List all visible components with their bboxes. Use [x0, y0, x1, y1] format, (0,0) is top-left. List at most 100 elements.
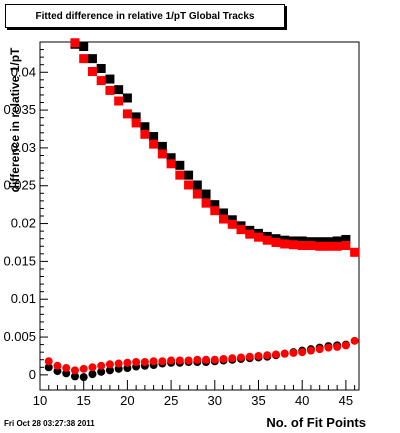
data-point: [263, 351, 272, 360]
data-point: [184, 180, 194, 190]
data-point: [289, 348, 298, 357]
data-point: [201, 198, 211, 208]
data-point: [298, 348, 307, 357]
data-point: [245, 229, 255, 239]
data-point: [167, 356, 176, 365]
data-point: [87, 54, 97, 64]
data-point: [70, 38, 80, 48]
data-point: [323, 237, 333, 247]
data-marks: [44, 38, 360, 382]
data-point: [271, 237, 281, 247]
data-point: [332, 236, 342, 246]
x-tick-label: 25: [164, 393, 178, 408]
data-point: [350, 247, 360, 257]
data-point: [53, 361, 62, 370]
data-point: [166, 159, 176, 169]
series-2: [70, 38, 360, 257]
data-point: [192, 180, 202, 190]
data-point: [219, 214, 229, 224]
data-point: [114, 85, 124, 95]
y-axis-label: difference in relative 1/pT: [8, 47, 22, 192]
data-point: [210, 206, 220, 216]
data-point: [323, 241, 333, 251]
data-point: [132, 358, 141, 367]
data-point: [306, 346, 315, 355]
data-point: [166, 153, 176, 163]
data-point: [184, 170, 194, 180]
data-point: [79, 42, 89, 52]
data-point: [140, 129, 150, 139]
data-point: [210, 355, 219, 364]
data-point: [105, 360, 114, 369]
x-tick-label: 10: [33, 393, 47, 408]
data-point: [87, 67, 97, 77]
data-point: [62, 364, 71, 373]
data-point: [219, 208, 229, 218]
data-point: [280, 239, 290, 249]
data-point: [201, 189, 211, 199]
data-point: [254, 351, 263, 360]
data-point: [88, 363, 97, 372]
y-tick-label: 0.015: [3, 253, 36, 268]
y-tick-label: 0.01: [11, 291, 36, 306]
data-point: [315, 345, 324, 354]
y-axis: 0 0.005 0.01 0.015 0.02 0.025 0.03 0.035 0.04: [3, 41, 48, 382]
data-point: [140, 122, 150, 132]
data-point: [333, 342, 342, 351]
data-point: [70, 366, 79, 375]
data-point: [44, 363, 53, 372]
data-point: [202, 355, 211, 364]
data-point: [280, 349, 289, 358]
data-point: [341, 341, 350, 350]
x-tick-label: 20: [120, 393, 134, 408]
data-point: [341, 234, 351, 244]
y-tick-label: 0.03: [11, 140, 36, 155]
data-point: [97, 367, 106, 376]
data-point: [79, 373, 88, 382]
data-point: [315, 237, 325, 247]
chart-title: Fitted difference in relative 1/pT Globa…: [5, 4, 285, 28]
data-point: [97, 361, 106, 370]
data-point: [219, 354, 228, 363]
data-point: [210, 200, 220, 210]
data-point: [245, 352, 254, 361]
data-point: [157, 149, 167, 159]
data-point: [122, 109, 132, 119]
data-point: [79, 364, 88, 373]
y-tick-label: 0.005: [3, 329, 36, 344]
data-point: [184, 356, 193, 365]
series-1: [70, 39, 351, 247]
data-point: [70, 372, 79, 381]
x-tick-label: 30: [208, 393, 222, 408]
data-point: [123, 358, 132, 367]
data-point: [175, 160, 185, 170]
data-point: [262, 235, 272, 245]
data-point: [114, 359, 123, 368]
data-point: [228, 354, 237, 363]
data-point: [350, 336, 359, 345]
x-axis: 10 15 20 25 30 35 40 45: [33, 380, 356, 408]
data-point: [157, 141, 167, 151]
y-tick-label: 0: [29, 367, 36, 382]
data-point: [315, 241, 325, 251]
data-point: [96, 63, 106, 73]
y-tick-label: 0.04: [11, 64, 36, 79]
data-point: [324, 343, 333, 352]
data-point: [149, 132, 159, 142]
x-tick-label: 35: [251, 393, 265, 408]
data-point: [44, 357, 53, 366]
data-point: [288, 240, 298, 250]
series-4: [44, 336, 359, 375]
y-tick-label: 0.02: [11, 216, 36, 231]
x-tick-label: 15: [76, 393, 90, 408]
data-point: [114, 96, 124, 106]
data-point: [297, 236, 307, 246]
data-point: [105, 85, 115, 95]
x-tick-label: 45: [339, 393, 353, 408]
y-tick-label: 0.035: [3, 102, 36, 117]
x-axis-label: No. of Fit Points: [266, 415, 366, 430]
data-point: [306, 241, 316, 251]
data-point: [149, 139, 159, 149]
data-point: [236, 225, 246, 235]
